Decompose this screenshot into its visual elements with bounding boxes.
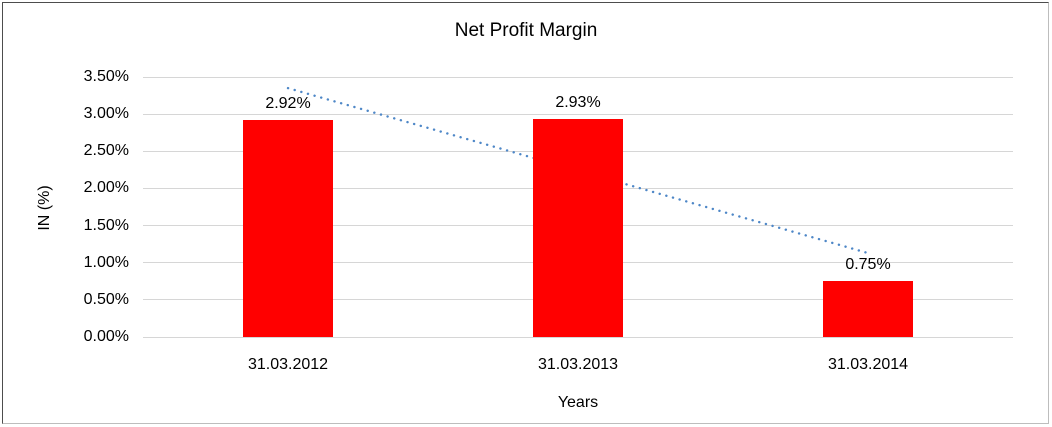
gridline (143, 113, 1013, 115)
x-tick-label: 31.03.2012 (247, 356, 329, 373)
x-axis-title: Years (557, 394, 599, 411)
y-tick-label: 3.50% (83, 68, 129, 85)
y-tick-label: 0.50% (83, 290, 129, 308)
gridline (143, 76, 1013, 78)
bar-value-label: 0.75% (845, 256, 891, 274)
y-tick-label: 1.50% (83, 216, 129, 234)
x-tick-label: 31.03.2014 (827, 356, 909, 373)
y-axis-title: IN (%) (36, 185, 53, 231)
bar (243, 120, 333, 337)
y-tick-label: 3.00% (83, 105, 129, 123)
plot-area: 2.92% 2.93% 0.75% (143, 76, 1013, 338)
bar (533, 119, 623, 337)
y-tick-label: 2.00% (83, 179, 129, 197)
y-tick-label: 2.50% (83, 142, 129, 160)
chart-title: Net Profit Margin (454, 20, 598, 41)
bar-value-label: 2.93% (555, 94, 601, 112)
x-tick-label: 31.03.2013 (537, 356, 619, 373)
gridline (143, 336, 1013, 338)
bar (823, 281, 913, 337)
bar-value-label: 2.92% (265, 95, 311, 113)
y-tick-label: 1.00% (83, 253, 129, 271)
y-tick-label: 0.00% (83, 328, 129, 345)
